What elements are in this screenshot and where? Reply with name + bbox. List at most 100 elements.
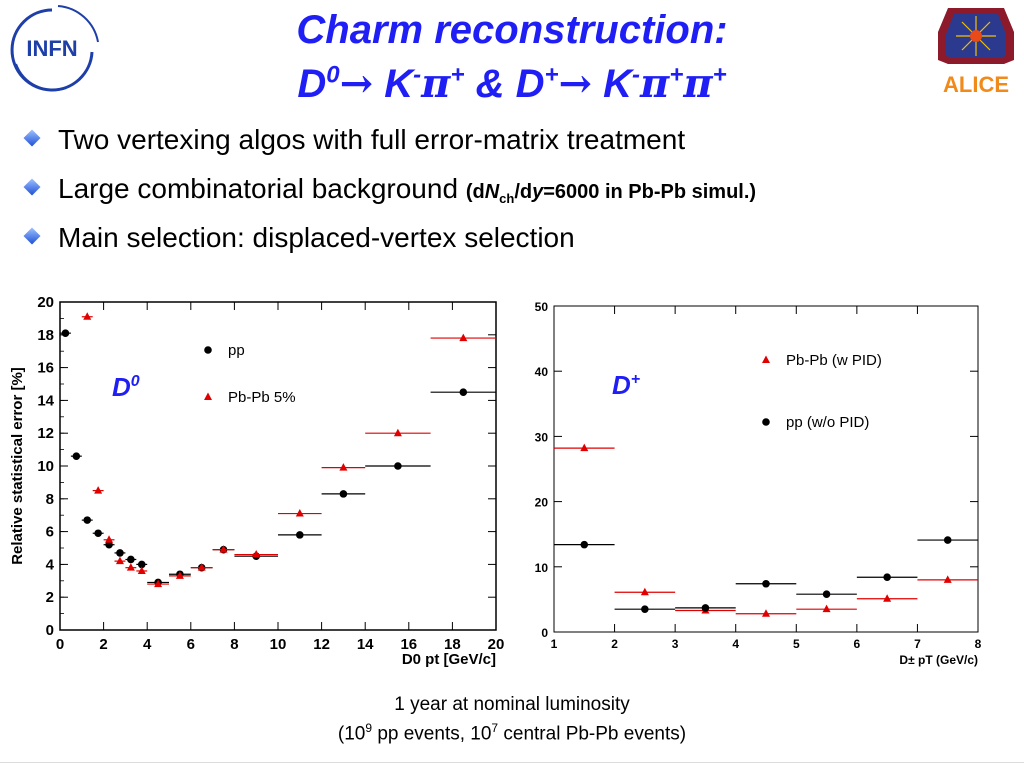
data-point [762, 609, 770, 617]
data-point [883, 594, 892, 602]
x-tick-label: 1 [551, 637, 558, 651]
x-tick-label: 2 [611, 637, 618, 651]
title-pi-sup: + [450, 61, 465, 89]
legend-marker [204, 392, 212, 400]
x-tick-label: 20 [488, 636, 505, 653]
x-tick-label: 2 [99, 636, 107, 653]
x-tick-label: 5 [793, 637, 800, 651]
alice-logo-text: ALICE [943, 72, 1009, 97]
x-tick-label: 6 [187, 636, 195, 653]
chart-label: D0 [112, 372, 140, 402]
x-tick-label: 16 [400, 636, 417, 653]
y-tick-label: 10 [37, 458, 54, 475]
title-arrow-2: → [558, 60, 593, 107]
data-point [640, 587, 649, 596]
x-tick-label: 18 [444, 636, 461, 653]
y-tick-label: 20 [37, 294, 54, 311]
caption-part-a: (10 [337, 723, 366, 745]
x-tick-label: 10 [270, 636, 287, 653]
x-tick-label: 8 [975, 637, 982, 651]
data-point [296, 531, 304, 539]
bullet-3: Main selection: displaced-vertex selecti… [23, 222, 575, 254]
y-tick-label: 4 [46, 556, 55, 573]
infn-logo-text: INFN [26, 36, 77, 61]
data-point [154, 579, 163, 588]
data-point [94, 486, 103, 494]
legend-label: Pb-Pb 5% [228, 389, 296, 406]
data-point [197, 563, 206, 571]
y-tick-label: 14 [37, 392, 54, 409]
legend-label: Pb-Pb (w PID) [786, 352, 882, 369]
title-k2: K [603, 62, 633, 106]
y-tick-label: 6 [46, 524, 54, 541]
caption-part-c: central Pb-Pb events) [498, 723, 687, 745]
y-tick-label: 10 [535, 561, 549, 575]
data-point [580, 540, 589, 549]
caption-part-b: pp events, 10 [372, 723, 492, 745]
bullet-2: Large combinatorial background (dNch/dy=… [23, 173, 756, 206]
caption-line2: (109 pp events, 107 central Pb-Pb events… [0, 721, 1024, 745]
bullet-2-note: (dNch/dy=6000 in Pb-Pb simul.) [465, 181, 756, 206]
data-point [943, 575, 952, 583]
note-pre: (d [465, 181, 485, 203]
data-point [394, 462, 402, 470]
title-pi2: π [640, 60, 670, 107]
data-point [252, 550, 261, 558]
data-point [115, 556, 124, 565]
data-point [295, 509, 304, 517]
title-d0-sup: 0 [326, 61, 340, 89]
x-tick-label: 0 [56, 636, 64, 653]
title-k2-sup: - [632, 61, 641, 89]
caption-line1: 1 year at nominal luminosity [394, 694, 630, 715]
title-line2: D0→ K-π+ & D+→ K-π+π+ [0, 60, 1024, 107]
y-tick-label: 30 [535, 430, 549, 444]
data-point [762, 579, 770, 588]
x-axis-label: D± pT (GeV/c) [899, 653, 978, 667]
caption-sup-1: 9 [365, 721, 373, 735]
note-mid: /d [514, 181, 533, 203]
data-point [137, 566, 146, 574]
data-point [83, 312, 92, 320]
title-dplus: D [515, 62, 545, 106]
data-point [219, 545, 228, 553]
x-tick-label: 6 [854, 637, 861, 651]
data-point [127, 555, 135, 564]
y-tick-label: 40 [535, 365, 549, 379]
y-tick-label: 18 [37, 327, 54, 344]
d0-error-chart: 0 2 4 6 8 10 12 14 16 18 20 0 2 4 6 8 10 12 14 16 18 20 Relati… [9, 294, 505, 668]
data-point [393, 428, 402, 437]
data-point [641, 605, 649, 613]
chart-label: D+ [612, 370, 640, 400]
legend-label: pp [228, 342, 245, 359]
bullet-2-text: Large combinatorial background [58, 173, 459, 204]
x-axis-label: D0 pt [GeV/c] [402, 651, 496, 668]
data-point [126, 563, 135, 571]
y-tick-label: 12 [37, 425, 54, 442]
x-tick-label: 12 [313, 636, 330, 653]
legend-marker [204, 346, 212, 354]
title-pi3-sup: + [712, 61, 727, 89]
data-point [459, 388, 468, 396]
y-tick-label: 50 [535, 300, 549, 314]
title-line1: Charm reconstruction: [296, 8, 728, 52]
data-point [61, 329, 70, 337]
data-point [943, 536, 952, 544]
y-tick-label: 8 [46, 491, 54, 508]
y-tick-label: 2 [46, 589, 54, 606]
dplus-error-chart: 0 10 20 30 40 50 1 2 3 4 5 6 7 8 D± pT (GeV/c) D+ Pb-Pb … [535, 300, 982, 667]
y-axis-label: Relative statistical error [%] [9, 367, 26, 565]
title-k-sup: - [413, 61, 422, 89]
data-point [116, 549, 124, 557]
bullet-diamond-icon [23, 227, 41, 245]
title-dplus-sup: + [544, 61, 559, 89]
bullet-3-text: Main selection: displaced-vertex selecti… [58, 222, 575, 253]
data-point [339, 463, 348, 471]
data-point [459, 333, 468, 342]
data-point [105, 540, 113, 549]
y-tick-label: 16 [37, 360, 54, 377]
data-point [580, 443, 589, 452]
infn-logo: INFN [10, 5, 99, 92]
data-point [339, 490, 348, 498]
title-pi: π [421, 60, 451, 107]
data-point [72, 452, 81, 460]
